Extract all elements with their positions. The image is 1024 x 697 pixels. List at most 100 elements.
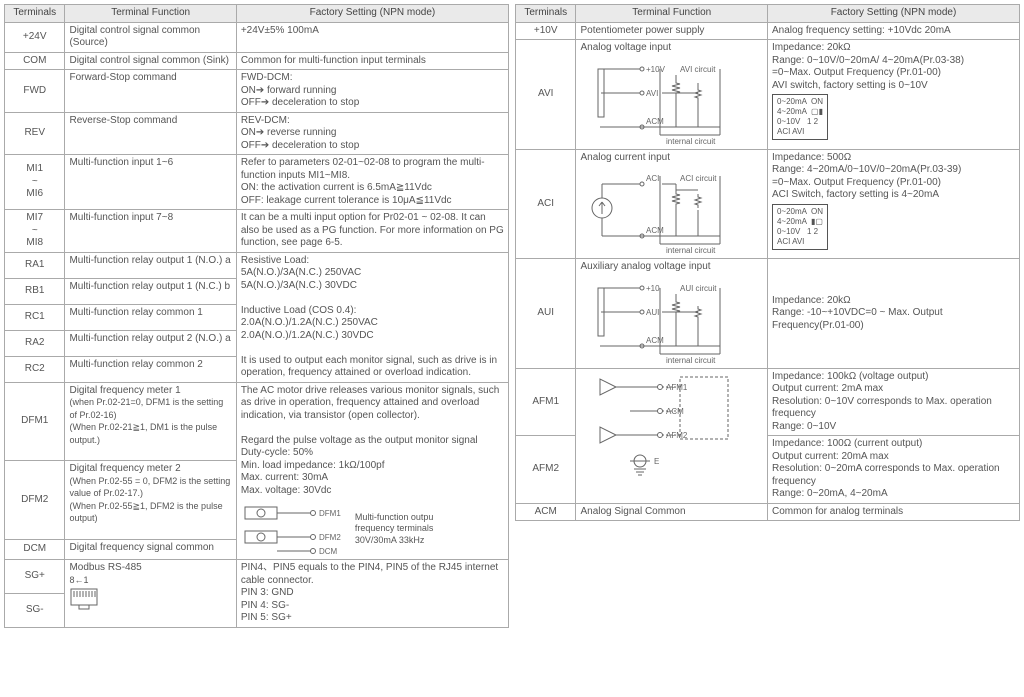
right-panel: Terminals Terminal Function Factory Sett… — [515, 4, 1020, 628]
aci-switch: 0~20mA ON 4~20mA ▮▢ 0~10V 1 2 ACI AVI — [772, 204, 828, 250]
cell-setting: Common for multi-function input terminal… — [236, 52, 508, 70]
table-row: AFM1 AFM1 ACM AFM2 — [516, 368, 1020, 436]
cell-terminal: AFM2 — [516, 436, 576, 504]
cell-setting: Refer to parameters 02-01~02-08 to progr… — [236, 155, 508, 210]
aui-circuit-icon: +10 AUI circuit AUI ACM — [580, 274, 750, 366]
cell-terminal: MI1 ~ MI6 — [5, 155, 65, 210]
dfm2-title: Digital frequency meter 2 — [69, 463, 180, 474]
table-row: DFM1 Digital frequency meter 1 (when Pr.… — [5, 382, 509, 461]
aci-label: Analog current input — [580, 152, 670, 163]
svg-text:ACM: ACM — [646, 226, 664, 235]
cell-setting: It can be a multi input option for Pr02-… — [236, 210, 508, 253]
svg-text:+10: +10 — [646, 284, 660, 293]
col-setting: Factory Setting (NPN mode) — [236, 5, 508, 23]
cell-terminal: RC1 — [5, 304, 65, 330]
cell-setting: Impedance: 100kΩ (voltage output) Output… — [767, 368, 1019, 436]
col-terminals: Terminals — [516, 5, 576, 23]
svg-text:ACI: ACI — [646, 174, 659, 183]
cell-function: Digital frequency meter 2 (When Pr.02-55… — [65, 461, 236, 540]
cell-setting: The AC motor drive releases various moni… — [236, 382, 508, 560]
svg-text:DFM2: DFM2 — [319, 533, 341, 542]
table-row: ACI Analog current input ACI ACI circuit — [516, 149, 1020, 259]
svg-text:ACM: ACM — [646, 336, 664, 345]
cell-function: Digital control signal common (Sink) — [65, 52, 236, 70]
aci-setting: Impedance: 500Ω Range: 4~20mA/0~10V/0~20… — [772, 152, 1015, 202]
cell-terminal: AFM1 — [516, 368, 576, 436]
cell-terminal: AUI — [516, 259, 576, 369]
table-row: MI1 ~ MI6 Multi-function input 1~6 Refer… — [5, 155, 509, 210]
aci-circuit-icon: ACI ACI circuit ACM interna — [580, 164, 750, 256]
sg-pins: 8←1 — [69, 575, 88, 585]
cell-terminal: COM — [5, 52, 65, 70]
cell-setting: REV-DCM: ON➔ reverse running OFF➔ decele… — [236, 112, 508, 155]
col-setting: Factory Setting (NPN mode) — [767, 5, 1019, 23]
cell-setting: Resistive Load: 5A(N.O.)/3A(N.C.) 250VAC… — [236, 252, 508, 382]
dfm1-note2: (When Pr.02-21≧1, DM1 is the pulse outpu… — [69, 422, 217, 445]
cell-function: Multi-function relay output 2 (N.O.) a — [65, 330, 236, 356]
cell-terminal: DFM1 — [5, 382, 65, 461]
cell-setting: Impedance: 20kΩ Range: -10~+10VDC=0 ~ Ma… — [767, 259, 1019, 369]
dfm2-note1: (When Pr.02-55 = 0, DFM2 is the setting … — [69, 476, 230, 499]
table-row: +10V Potentiometer power supply Analog f… — [516, 22, 1020, 40]
cell-terminal: SG+ — [5, 560, 65, 594]
avi-label: Analog voltage input — [580, 42, 671, 53]
cell-setting: Impedance: 100Ω (current output) Output … — [767, 436, 1019, 504]
cell-function: Forward-Stop command — [65, 70, 236, 113]
cell-setting: PIN4、PIN5 equals to the PIN4, PIN5 of th… — [236, 560, 508, 628]
cell-function: Analog voltage input +10V AVI circuit AV… — [576, 40, 768, 150]
cell-setting: Impedance: 500Ω Range: 4~20mA/0~10V/0~20… — [767, 149, 1019, 259]
cell-terminal: RC2 — [5, 356, 65, 382]
svg-text:AFM2: AFM2 — [666, 431, 688, 440]
cell-function: Analog Signal Common — [576, 503, 768, 521]
cell-terminal: REV — [5, 112, 65, 155]
cell-function: Multi-function relay output 1 (N.C.) b — [65, 278, 236, 304]
sg-label: Modbus RS-485 — [69, 562, 141, 573]
cell-function: Modbus RS-485 8←1 — [65, 560, 236, 628]
cell-function: Digital control signal common (Source) — [65, 22, 236, 52]
cell-function: Multi-function relay common 1 — [65, 304, 236, 330]
svg-text:AVI circuit: AVI circuit — [680, 65, 716, 74]
dfm2-note2: (When Pr.02-55≧1, DFM2 is the pulse outp… — [69, 501, 222, 524]
svg-text:internal circuit: internal circuit — [666, 356, 716, 365]
cell-function: Multi-function relay common 2 — [65, 356, 236, 382]
svg-text:internal circuit: internal circuit — [666, 246, 716, 255]
table-row: REV Reverse-Stop command REV-DCM: ON➔ re… — [5, 112, 509, 155]
table-row: ACM Analog Signal Common Common for anal… — [516, 503, 1020, 521]
svg-text:ACI circuit: ACI circuit — [680, 174, 717, 183]
table-row: FWD Forward-Stop command FWD-DCM: ON➔ fo… — [5, 70, 509, 113]
svg-text:E: E — [654, 457, 659, 466]
col-terminals: Terminals — [5, 5, 65, 23]
table-row: AVI Analog voltage input +10V AVI circui… — [516, 40, 1020, 150]
table-row: COM Digital control signal common (Sink)… — [5, 52, 509, 70]
cell-terminal: AVI — [516, 40, 576, 150]
avi-circuit-icon: +10V AVI circuit AVI ACM — [580, 55, 750, 147]
table-row: AUI Auxiliary analog voltage input +10 A… — [516, 259, 1020, 369]
cell-function: Digital frequency signal common — [65, 539, 236, 559]
cell-terminal: SG- — [5, 593, 65, 627]
dfm1-title: Digital frequency meter 1 — [69, 385, 180, 396]
aui-label: Auxiliary analog voltage input — [580, 261, 710, 272]
cell-function: Reverse-Stop command — [65, 112, 236, 155]
cell-terminal: DFM2 — [5, 461, 65, 540]
dfm1-note1: (when Pr.02-21=0, DFM1 is the setting of… — [69, 397, 223, 420]
cell-function: Multi-function input 7~8 — [65, 210, 236, 253]
cell-terminal: ACM — [516, 503, 576, 521]
cell-terminal: MI7 ~ MI8 — [5, 210, 65, 253]
svg-text:AUI circuit: AUI circuit — [680, 284, 717, 293]
left-table: Terminals Terminal Function Factory Sett… — [4, 4, 509, 628]
svg-text:+10V: +10V — [646, 65, 666, 74]
cell-function: Multi-function input 1~6 — [65, 155, 236, 210]
dfm-diag-label: Multi-function outpu frequency terminals… — [355, 512, 434, 546]
right-table: Terminals Terminal Function Factory Sett… — [515, 4, 1020, 521]
svg-text:AUI: AUI — [646, 308, 659, 317]
cell-setting: Common for analog terminals — [767, 503, 1019, 521]
cell-terminal: FWD — [5, 70, 65, 113]
cell-terminal: +10V — [516, 22, 576, 40]
cell-terminal: ACI — [516, 149, 576, 259]
svg-text:internal circuit: internal circuit — [666, 137, 716, 146]
cell-function: Analog current input ACI ACI circuit — [576, 149, 768, 259]
dfm-diagram-icon: DFM1 DFM2 DCM — [241, 501, 351, 557]
svg-text:DFM1: DFM1 — [319, 509, 341, 518]
cell-setting: FWD-DCM: ON➔ forward running OFF➔ decele… — [236, 70, 508, 113]
table-row: SG+ Modbus RS-485 8←1 PIN4、PIN5 equa — [5, 560, 509, 594]
